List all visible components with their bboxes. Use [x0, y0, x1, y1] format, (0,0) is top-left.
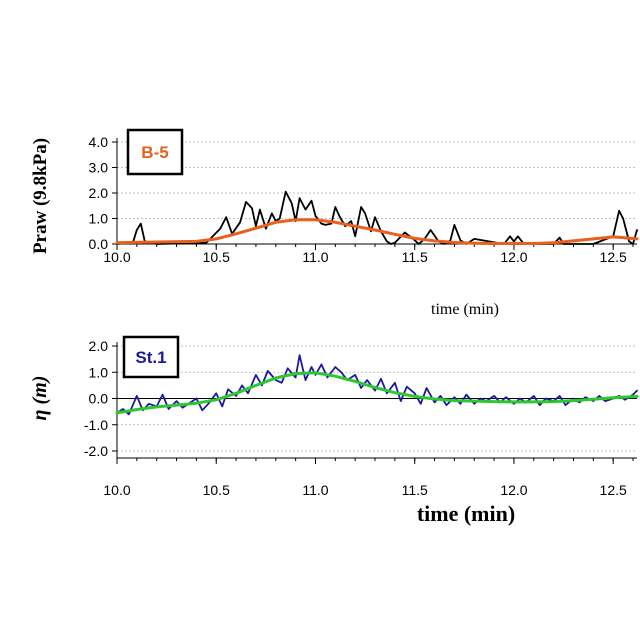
pressure-y-ticks: 0.0 1.0 2.0 3.0 4.0 [89, 134, 117, 252]
pressure-panel: 10.0 10.5 11.0 11.5 12.0 12.5 0.0 1.0 2.0 3.0 4.0… [30, 128, 639, 318]
elevation-x-axis-label: time (min) [417, 501, 515, 526]
x-tick-label: 12.0 [500, 482, 527, 498]
series-line [116, 190, 638, 245]
x-tick-label: 10.0 [103, 482, 130, 498]
x-tick-label: 11.5 [402, 249, 428, 265]
y-tick-label: 0.0 [89, 236, 109, 252]
y-tick-label: 0.0 [89, 391, 109, 407]
x-tick-label: 11.0 [302, 482, 328, 498]
x-tick-label: 11.5 [402, 482, 428, 498]
elevation-x-ticks: 10.0 10.5 11.0 11.5 12.0 12.5 [103, 458, 634, 498]
y-tick-label: -1.0 [84, 417, 108, 433]
y-tick-label: 1.0 [89, 211, 109, 227]
elevation-y-axis-label: η (m) [29, 376, 51, 421]
x-tick-label: 12.5 [600, 482, 627, 498]
x-tick-label: 10.0 [103, 249, 130, 265]
elevation-series [115, 354, 639, 416]
y-tick-label: 2.0 [89, 185, 109, 201]
series-line [115, 371, 639, 415]
elevation-badge-label: St.1 [135, 348, 166, 367]
pressure-badge-label: B-5 [141, 143, 168, 162]
y-tick-label: 2.0 [89, 338, 109, 354]
x-tick-label: 11.0 [302, 249, 328, 265]
y-tick-label: 1.0 [89, 364, 109, 380]
x-tick-label: 10.5 [203, 482, 230, 498]
elevation-panel: 10.0 10.5 11.0 11.5 12.0 12.5 -2.0 -1.0 0.0 1.0 2… [29, 335, 639, 526]
y-tick-label: 4.0 [89, 134, 109, 150]
x-tick-label: 10.5 [203, 249, 230, 265]
pressure-badge-box [126, 128, 184, 176]
pressure-y-axis-label: Praw (9.8kPa) [30, 138, 51, 254]
pressure-x-axis-label: time (min) [431, 301, 499, 318]
y-tick-label: 3.0 [89, 160, 109, 176]
series-line [115, 218, 639, 245]
elevation-y-ticks: -2.0 -1.0 0.0 1.0 2.0 [84, 338, 117, 459]
x-tick-label: 12.5 [600, 249, 627, 265]
y-tick-label: -2.0 [84, 443, 108, 459]
elevation-badge-box [122, 335, 180, 379]
pressure-x-ticks: 10.0 10.5 11.0 11.5 12.0 12.5 [103, 244, 634, 265]
x-tick-label: 12.0 [500, 249, 527, 265]
pressure-series [115, 190, 639, 245]
